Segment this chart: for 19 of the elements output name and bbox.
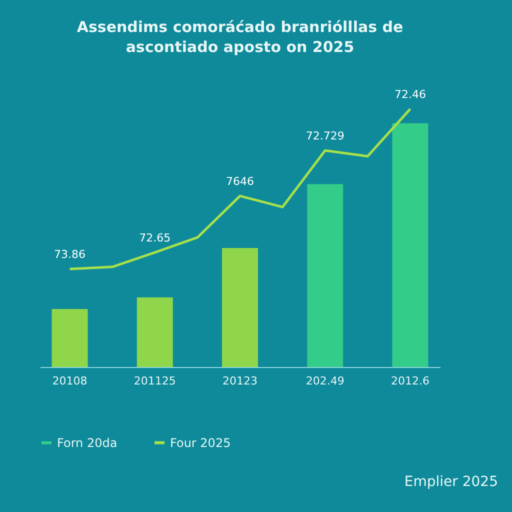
- x-tick-label: 20108: [52, 374, 88, 388]
- x-tick-label: 2012.6: [390, 374, 430, 388]
- annotation: 7646: [226, 174, 254, 188]
- annotation: 72.729: [306, 130, 344, 143]
- annotation: 72.46: [394, 88, 426, 101]
- annotation: 72.65: [139, 231, 171, 244]
- chart-title: Assendims comoráćado branriólllas de ascontiado aposto on 2025: [76, 18, 404, 56]
- bar: [392, 123, 428, 367]
- legend-label: Four 2025: [170, 436, 231, 450]
- bar: [307, 184, 344, 367]
- x-tick-label: 20123: [222, 374, 258, 388]
- legend-label: Forn 20da: [57, 436, 118, 450]
- x-tick-label: 202.49: [306, 374, 344, 388]
- annotation: 73.86: [54, 248, 86, 261]
- x-tick-label: 201125: [134, 374, 176, 388]
- bar: [222, 248, 258, 367]
- bar: [136, 297, 173, 367]
- text: Emplier 2025: [404, 474, 498, 490]
- bar: [52, 308, 88, 367]
